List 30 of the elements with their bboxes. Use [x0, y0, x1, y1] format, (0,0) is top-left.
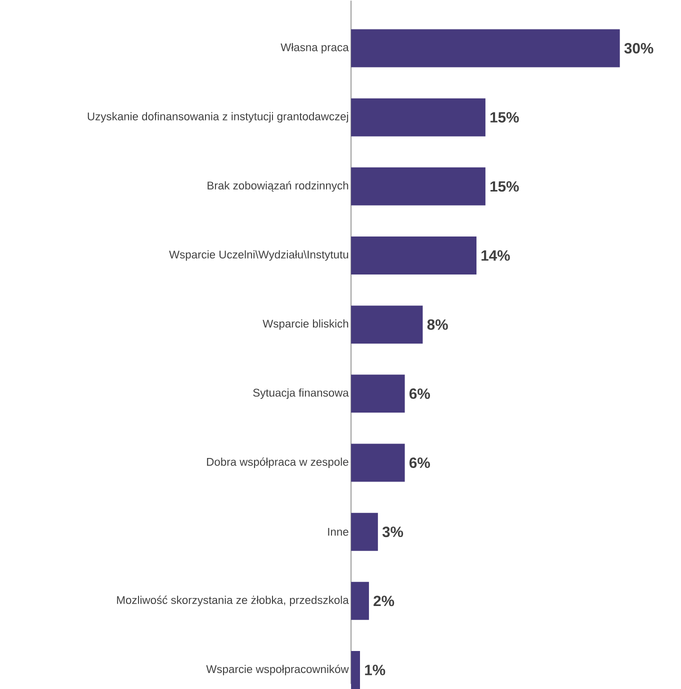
data-label: 1%: [364, 664, 386, 676]
data-label: 3%: [382, 526, 403, 538]
y-tick-label: Dobra współpraca w zespole: [206, 458, 348, 468]
y-tick-label: Wsparcie wspołpracowników: [206, 664, 349, 676]
bar: [350, 306, 423, 344]
bar: [350, 167, 486, 206]
bar: [350, 651, 360, 689]
y-tick-label: Wsparcie Uczelni\Wydziału\Instytutu: [168, 250, 348, 261]
data-label: 14%: [481, 250, 510, 261]
data-label: 8%: [427, 319, 448, 330]
bar: [350, 98, 486, 136]
y-tick-label: Inne: [328, 528, 348, 536]
y-tick-label: Wsparcie bliskich: [262, 319, 348, 330]
y-tick-label: Brak zobowiązań rodzinnych: [208, 181, 348, 192]
y-tick-label: Sytuacja finansowa: [253, 388, 349, 399]
bar: [350, 29, 620, 68]
bar: [350, 512, 378, 551]
bar: [350, 444, 405, 482]
y-tick-label: Własna praca: [280, 43, 349, 54]
data-label: 6%: [409, 388, 430, 399]
data-label: 15%: [490, 112, 519, 123]
bar: [350, 582, 369, 620]
bar: [350, 236, 476, 275]
data-label: 6%: [409, 458, 430, 468]
bar: [350, 374, 405, 413]
y-tick-label: Mozliwość skorzystania ze żłobka, przedszkola: [117, 596, 349, 606]
data-label: 15%: [490, 181, 519, 192]
y-tick-label: Uzyskanie dofinansowania z instytucji grantodawczej: [88, 112, 348, 123]
data-label: 30%: [624, 43, 654, 54]
data-label: 2%: [374, 596, 394, 606]
